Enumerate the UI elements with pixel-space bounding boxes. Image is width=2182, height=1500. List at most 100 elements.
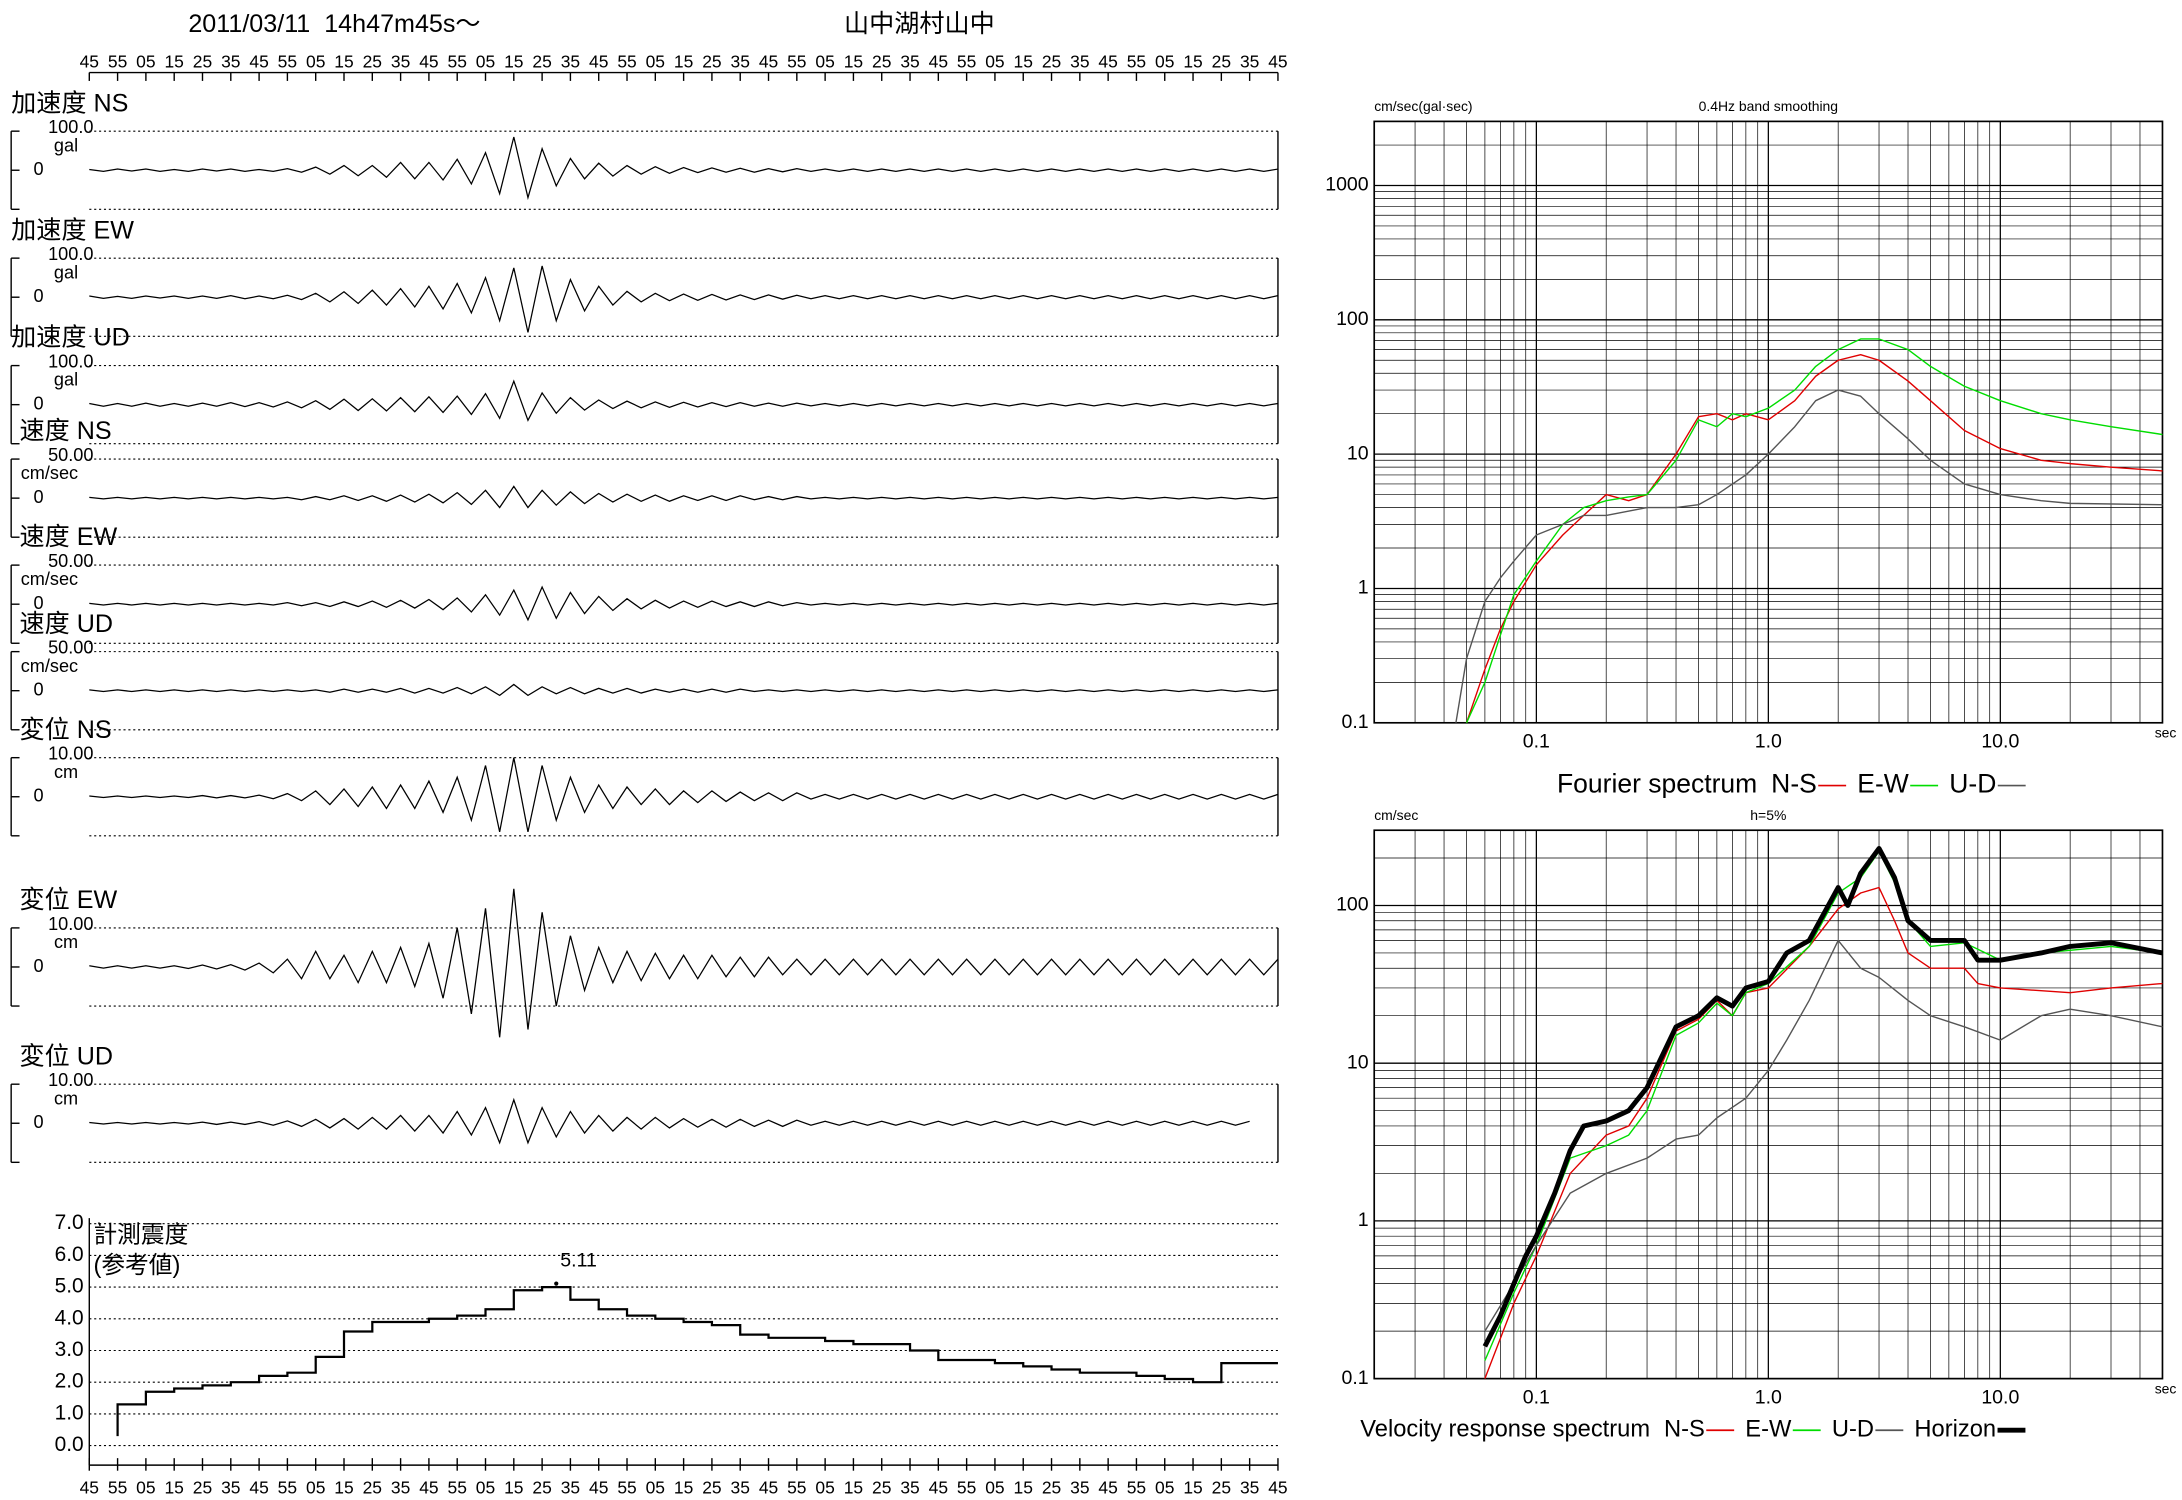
x-tick-label: 05: [815, 1477, 834, 1497]
time-tick-label: 05: [646, 51, 665, 71]
plot-frame: [1373, 120, 2164, 724]
time-tick-label: 45: [589, 51, 608, 71]
panel-label: 速度 UD: [20, 610, 113, 638]
time-tick-label: 05: [815, 51, 834, 71]
waveform-trace: [89, 757, 1279, 833]
time-tick-label: 25: [193, 51, 212, 71]
spectrum-line: [1484, 939, 2163, 1332]
panel-label: 変位 EW: [20, 886, 118, 914]
waveform-trace: [89, 1097, 1250, 1145]
time-tick-label: 55: [957, 51, 976, 71]
y-tick-label: 1: [1358, 1209, 1369, 1231]
waveform-trace: [89, 265, 1279, 333]
x-tick-label: 15: [504, 1477, 523, 1497]
x-tick-label: 55: [108, 1477, 127, 1497]
station-name: 山中湖村山中: [844, 10, 995, 38]
time-tick-label: 25: [872, 51, 891, 71]
unit-label: cm: [54, 932, 78, 952]
x-tick-label: 25: [872, 1477, 891, 1497]
spectrum-line: [1484, 886, 2163, 1379]
unit-label: gal: [54, 135, 78, 155]
spectrum-line: [1455, 389, 2163, 723]
x-tick-label: 05: [1155, 1477, 1174, 1497]
time-tick-label: 45: [419, 51, 438, 71]
x-tick-label: 1.0: [1755, 730, 1782, 752]
panel-label: 加速度 UD: [11, 324, 130, 352]
x-tick-label: 15: [164, 1477, 183, 1497]
x-tick-label: 05: [136, 1477, 155, 1497]
x-tick-label: 55: [787, 1477, 806, 1497]
x-tick-label: 15: [674, 1477, 693, 1497]
record-datetime: 2011/03/11 14h47m45s〜: [188, 10, 480, 38]
legend-label: N-S: [1664, 1416, 1705, 1442]
x-tick-label: 15: [1014, 1477, 1033, 1497]
time-tick-label: 55: [617, 51, 636, 71]
y-tick-label: 10: [1347, 442, 1369, 464]
time-tick-label: 55: [278, 51, 297, 71]
panel-label: 速度 NS: [20, 417, 112, 445]
time-tick-label: 45: [929, 51, 948, 71]
x-tick-label: 55: [1127, 1477, 1146, 1497]
x-tick-label: 55: [957, 1477, 976, 1497]
spectrum-line: [1482, 845, 2163, 1348]
chart-title: 0.4Hz band smoothing: [1699, 98, 1838, 114]
x-tick-label: 35: [900, 1477, 919, 1497]
y-tick-label: 50.00: [48, 445, 93, 465]
plot-frame: [1373, 829, 2164, 1380]
x-tick-label: 25: [193, 1477, 212, 1497]
y-tick-label: 4.0: [55, 1306, 84, 1329]
time-tick-label: 15: [504, 51, 523, 71]
y-tick-label: 0: [33, 956, 43, 976]
x-tick-label: 55: [448, 1477, 467, 1497]
panel-label: 加速度 EW: [11, 216, 134, 244]
x-tick-label: 05: [476, 1477, 495, 1497]
waveform-trace: [89, 379, 1279, 422]
chart-title: 計測震度: [93, 1222, 188, 1249]
x-tick-label: 0.1: [1523, 1386, 1550, 1408]
spectrum-line: [1465, 353, 2163, 724]
unit-label: gal: [54, 370, 78, 390]
x-tick-label: 1.0: [1755, 1386, 1782, 1408]
intensity-line: [116, 1285, 1278, 1437]
x-tick-label: 45: [249, 1477, 268, 1497]
x-tick-label: 05: [646, 1477, 665, 1497]
chart-caption: Velocity response spectrum: [1360, 1416, 1650, 1442]
y-tick-label: 0: [33, 1112, 43, 1132]
unit-label: cm/sec: [21, 569, 78, 589]
panel-label: 速度 EW: [20, 523, 118, 551]
x-tick-label: 25: [1042, 1477, 1061, 1497]
x-tick-label: 05: [985, 1477, 1004, 1497]
x-tick-label: 35: [1070, 1477, 1089, 1497]
time-tick-label: 05: [306, 51, 325, 71]
y-tick-label: 0: [33, 487, 43, 507]
time-tick-label: 25: [1212, 51, 1231, 71]
y-tick-label: 10: [1347, 1051, 1369, 1073]
x-tick-label: 25: [702, 1477, 721, 1497]
x-tick-label: 15: [844, 1477, 863, 1497]
y-tick-label: 100: [1336, 894, 1369, 916]
y-tick-label: 0: [33, 286, 43, 306]
x-tick-label: 35: [731, 1477, 750, 1497]
waveform-trace: [89, 136, 1279, 201]
legend-label: U-D: [1832, 1416, 1874, 1442]
time-tick-label: 35: [731, 51, 750, 71]
unit-label: cm: [54, 1088, 78, 1108]
y-tick-label: 6.0: [55, 1243, 84, 1266]
y-tick-label: 1: [1358, 577, 1369, 599]
x-tick-label: 25: [363, 1477, 382, 1497]
x-tick-label: 35: [1240, 1477, 1259, 1497]
x-tick-label: 0.1: [1523, 730, 1550, 752]
time-tick-label: 25: [1042, 51, 1061, 71]
legend-label: Horizon: [1914, 1416, 1996, 1442]
y-tick-label: 0: [33, 159, 43, 179]
time-tick-label: 55: [108, 51, 127, 71]
chart-subtitle: (参考値): [93, 1252, 180, 1279]
spectrum-line: [1484, 850, 2163, 1361]
time-tick-label: 15: [844, 51, 863, 71]
y-tick-label: 1.0: [55, 1401, 84, 1424]
y-tick-label: 0: [33, 393, 43, 413]
x-tick-label: 35: [391, 1477, 410, 1497]
x-axis-label: sec: [2155, 1380, 2177, 1396]
x-tick-label: 55: [617, 1477, 636, 1497]
x-axis-label: sec: [2155, 725, 2177, 741]
